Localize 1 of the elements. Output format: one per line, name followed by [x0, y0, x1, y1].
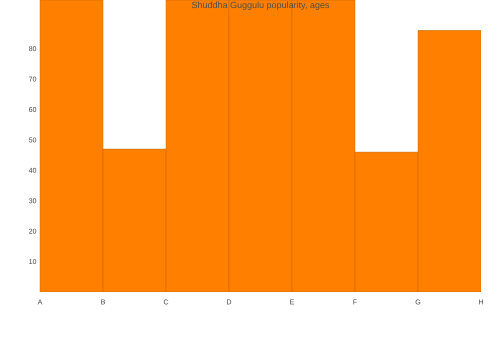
chart-title: Shuddha Guggulu popularity, ages	[192, 2, 330, 10]
